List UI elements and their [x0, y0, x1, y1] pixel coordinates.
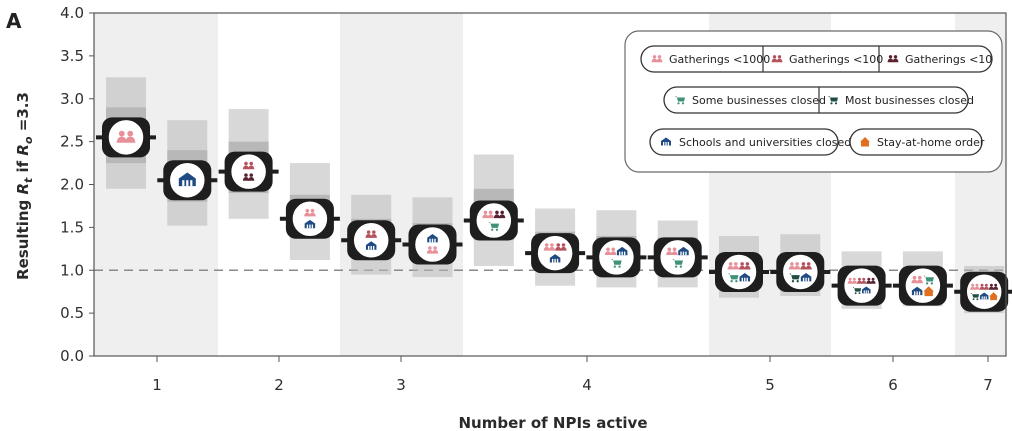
median-marker [96, 117, 156, 158]
x-tick-label: 4 [582, 376, 592, 394]
median-marker [157, 160, 218, 201]
x-axis-ticks: 1 2 3 4 5 6 7 [152, 356, 993, 394]
x-tick-label: 1 [152, 376, 162, 394]
median-disk [291, 200, 329, 238]
y-tick-label: 2.5 [60, 133, 84, 151]
legend-schools-pill [649, 128, 839, 156]
median-disk [965, 272, 1003, 311]
legend-schools: Schools and universities closed [679, 136, 851, 149]
axes: 0.0 0.5 1.0 1.5 2.0 2.5 3.0 3.5 4.0 1 2 3 4 5 6 7 [60, 4, 1007, 394]
median-marker [709, 251, 769, 292]
median-disk [475, 201, 513, 240]
median-marker [586, 237, 647, 278]
median-disk [842, 266, 881, 305]
legend-stay-home-pill [849, 128, 983, 156]
median-disk [781, 253, 820, 291]
y-tick-label: 4.0 [60, 4, 84, 22]
x-tick-label: 5 [765, 376, 775, 394]
median-disk [597, 238, 636, 277]
median-disk [904, 266, 942, 305]
x-tick-label: 6 [888, 376, 898, 394]
median-marker [218, 151, 279, 192]
legend-stay-home: Stay-at-home order [877, 136, 985, 149]
band-group-3 [340, 13, 463, 356]
y-tick-label: 3.5 [60, 47, 84, 65]
median-disk [107, 118, 145, 157]
median-marker [525, 233, 586, 274]
median-disk [720, 253, 758, 291]
median-marker [463, 200, 524, 241]
median-marker [831, 265, 892, 306]
median-marker [279, 198, 340, 239]
median-disk [229, 152, 268, 191]
median-marker [647, 237, 708, 278]
y-tick-label: 1.0 [60, 261, 84, 279]
median-disk [658, 238, 697, 277]
median-disk [352, 221, 390, 259]
y-tick-label: 1.5 [60, 218, 84, 236]
median-marker [402, 224, 463, 265]
legend-business-pill [663, 86, 969, 114]
x-tick-label: 3 [396, 376, 406, 394]
legend-gatherings-10: Gatherings <10 [905, 53, 992, 66]
legend-gatherings-1000: Gatherings <1000 [669, 53, 770, 66]
y-tick-label: 0.5 [60, 304, 84, 322]
y-axis-ticks: 0.0 0.5 1.0 1.5 2.0 2.5 3.0 3.5 4.0 [60, 4, 94, 365]
legend-gatherings-100: Gatherings <100 [789, 53, 883, 66]
y-tick-label: 0.0 [60, 347, 84, 365]
x-tick-label: 7 [983, 376, 993, 394]
y-tick-label: 3.0 [60, 90, 84, 108]
median-marker [341, 220, 402, 261]
median-marker [954, 271, 1012, 312]
panel-label: A [6, 9, 22, 33]
median-disk [536, 234, 574, 272]
legend-some-business: Some businesses closed [692, 94, 826, 107]
x-axis-label: Number of NPIs active [458, 414, 647, 431]
legend-most-business: Most businesses closed [845, 94, 974, 107]
legend: Gatherings <1000 Gatherings <100 Gatheri… [624, 30, 1003, 173]
median-disk [413, 225, 452, 264]
median-marker [770, 251, 831, 292]
legend-gatherings-pill [640, 45, 993, 73]
y-axis-label: Resulting Rt if Ro =3.3 [14, 92, 35, 280]
y-tick-label: 2.0 [60, 176, 84, 194]
median-markers [96, 117, 1012, 312]
x-tick-label: 2 [274, 376, 284, 394]
median-marker [892, 265, 953, 306]
